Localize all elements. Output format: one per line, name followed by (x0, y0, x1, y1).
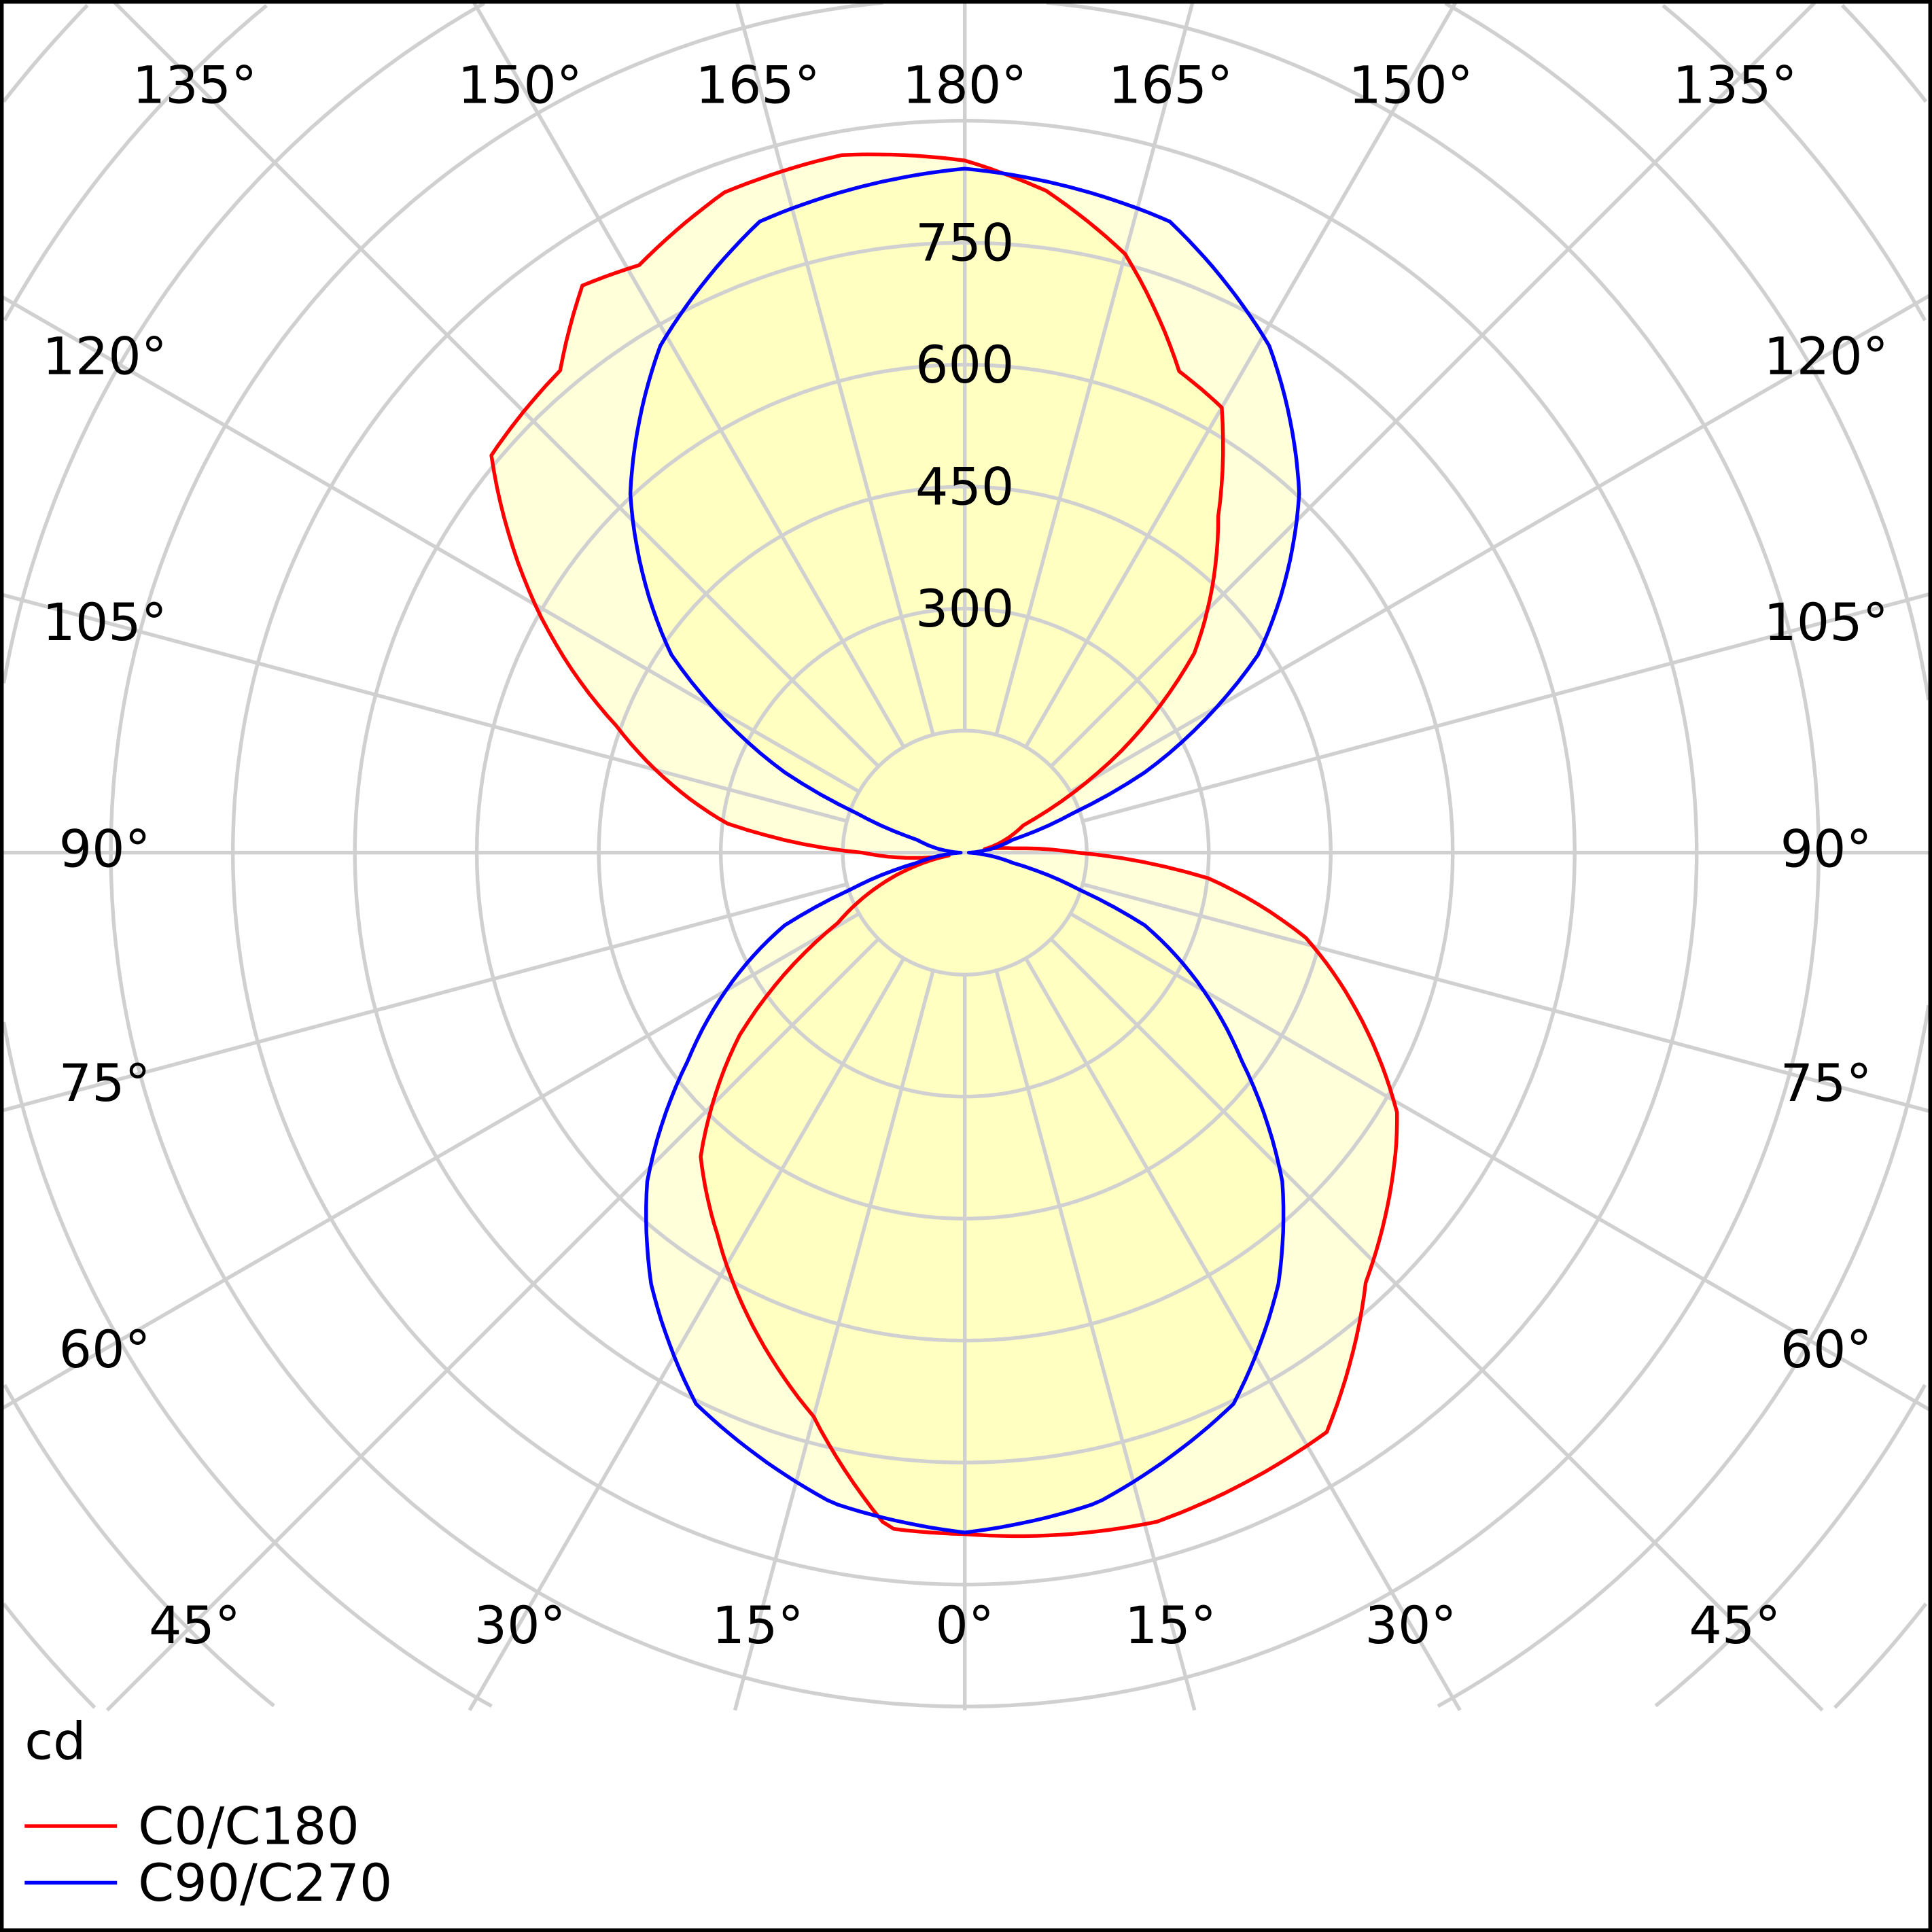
grid-spoke (1, 912, 860, 1410)
grid-ring (109, 1, 1821, 1708)
grid-spoke (1049, 1, 1816, 768)
angle-label-left: 90° (59, 819, 151, 879)
legend-label-c0-c180: C0/C180 (138, 1795, 359, 1856)
grid-spoke (105, 937, 880, 1712)
grid-spoke (733, 970, 935, 1711)
radial-tick-label: 600 (915, 334, 1014, 395)
unit-label: cd (24, 1710, 86, 1771)
angle-label-top: 150° (1348, 55, 1473, 116)
series-line-c90-c270 (628, 166, 1301, 1534)
curves (489, 152, 1399, 1539)
grid-ring (3, 4, 1927, 1708)
series-line-c0-c180 (489, 152, 1399, 1539)
legend-label-c90-c270: C90/C270 (138, 1852, 392, 1913)
grid-spoke (1049, 937, 1824, 1712)
polar-grid (1, 1, 1931, 1712)
radial-tick-label: 450 (915, 457, 1014, 517)
angle-labels: 135° 45° 150° 30° 165° 15° 180° 0° 165° 15° 150° 30… (42, 55, 1888, 1655)
radial-tick-labels: 300 450 600 750 (915, 213, 1014, 639)
grid-spoke (1, 593, 848, 823)
angle-label-bottom: 30° (474, 1595, 566, 1655)
grid-spoke (994, 1, 1195, 736)
angle-label-bottom: 45° (1689, 1595, 1780, 1655)
legend: cd C0/C180 C90/C270 (24, 1710, 392, 1913)
angle-label-left: 105° (42, 592, 166, 652)
angle-label-bottom: 15° (712, 1595, 804, 1655)
angle-label-bottom: 0° (935, 1595, 994, 1655)
angle-label-right: 90° (1780, 819, 1872, 879)
curve-fill-1 (630, 169, 1299, 1533)
angle-label-top: 165° (1108, 55, 1233, 116)
angle-label-top: 165° (695, 55, 820, 116)
grid-spoke (1069, 912, 1931, 1411)
angle-label-top: 135° (133, 55, 257, 116)
grid-spoke (472, 1, 906, 748)
angle-label-left: 120° (42, 326, 166, 386)
angle-label-bottom: 45° (149, 1595, 241, 1655)
grid-ring (1, 1, 1931, 1708)
angle-label-bottom: 30° (1365, 1595, 1457, 1655)
grid-spoke (1082, 592, 1931, 823)
radial-tick-label: 750 (915, 213, 1014, 273)
grid-spoke (994, 970, 1197, 1711)
angle-label-top: 135° (1672, 55, 1797, 116)
angle-label-right: 120° (1763, 326, 1888, 386)
grid-spoke (468, 957, 906, 1711)
grid-spoke (1082, 882, 1931, 1113)
grid-ring (2, 3, 1928, 1709)
grid-spoke (735, 1, 935, 736)
radial-tick-label: 300 (915, 578, 1014, 639)
angle-label-top: 180° (902, 55, 1027, 116)
angle-label-top: 150° (457, 55, 582, 116)
grid-spoke (1, 882, 848, 1112)
grid-spoke (1024, 1, 1458, 748)
angle-label-right: 75° (1780, 1053, 1872, 1113)
grid-spoke (113, 1, 880, 768)
angle-label-left: 75° (59, 1053, 151, 1113)
angle-label-right: 105° (1763, 592, 1888, 652)
grid-spoke (1024, 957, 1462, 1711)
angle-label-right: 60° (1780, 1319, 1872, 1380)
angle-label-bottom: 15° (1125, 1595, 1216, 1655)
angle-label-left: 60° (59, 1319, 151, 1380)
